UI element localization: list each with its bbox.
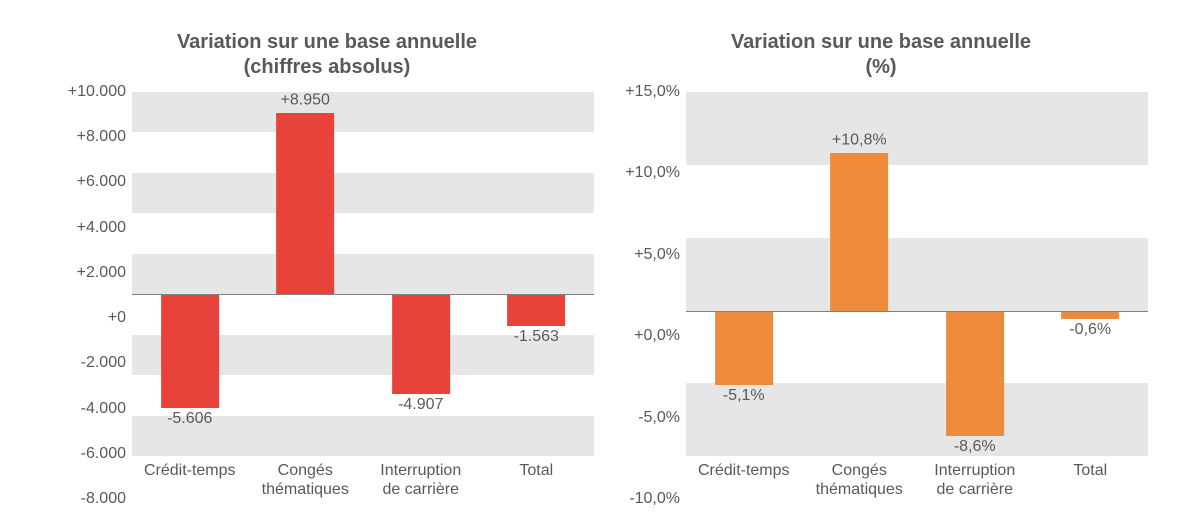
x-tick-label: Crédit-temps [132,462,248,499]
bar [507,294,565,326]
x-tick-label: Congésthématiques [248,462,364,499]
x-tick-label: Congésthématiques [802,462,918,499]
bar [392,294,450,393]
bar-value-label: +10,8% [832,132,887,150]
bar [830,153,888,310]
y-tick-label: +0 [108,309,126,327]
y-axis: +15,0%+10,0%+5,0%+0,0%-5,0%-10,0% [614,92,686,499]
y-tick-label: +8.000 [77,128,126,146]
bar [161,294,219,407]
y-tick-label: -5,0% [638,409,680,427]
chart-title: Variation sur une base annuelle (%) [614,30,1148,80]
bar [276,113,334,294]
y-tick-label: +0,0% [634,327,680,345]
bar-value-label: -5,1% [723,387,765,405]
y-tick-label: +10.000 [68,83,126,101]
x-tick-label: Total [479,462,595,499]
y-tick-label: +10,0% [625,164,680,182]
bar [715,311,773,385]
x-tick-label: Total [1033,462,1149,499]
zero-line [132,294,594,295]
bars-container: -5,1% +10,8% -8,6% -0,6% [686,92,1148,456]
chart-area: +15,0%+10,0%+5,0%+0,0%-5,0%-10,0% -5,1%+… [614,92,1148,499]
y-tick-label: -4.000 [81,400,126,418]
bar-value-label: -4.907 [398,395,443,413]
chart-title: Variation sur une base annuelle (chiffre… [60,30,594,80]
y-tick-label: -8.000 [81,490,126,508]
bars-container: -5.606 +8.950 -4.907 -1.563 [132,92,594,456]
bar-slot: -8,6% [917,92,1033,456]
bar-slot: -0,6% [1033,92,1149,456]
chart-title-line1: Variation sur une base annuelle [731,31,1031,53]
bar-slot: +10,8% [802,92,918,456]
y-tick-label: +4.000 [77,219,126,237]
zero-line [686,311,1148,312]
x-axis: Crédit-tempsCongésthématiquesInterruptio… [132,462,594,499]
y-tick-label: +6.000 [77,173,126,191]
x-tick-label: Interruptionde carrière [363,462,479,499]
chart-area: +10.000+8.000+6.000+4.000+2.000+0-2.000-… [60,92,594,499]
bar-value-label: +8.950 [281,92,330,110]
y-tick-label: +5,0% [634,246,680,264]
chart-title-line2: (%) [865,56,896,78]
chart-panel-absolus: Variation sur une base annuelle (chiffre… [60,30,594,499]
chart-panel-percent: Variation sur une base annuelle (%) +15,… [614,30,1148,499]
bar-slot: -5,1% [686,92,802,456]
x-axis: Crédit-tempsCongésthématiquesInterruptio… [686,462,1148,499]
chart-title-line1: Variation sur une base annuelle [177,31,477,53]
y-tick-label: -6.000 [81,445,126,463]
y-tick-label: -2.000 [81,354,126,372]
y-tick-label: +15,0% [625,83,680,101]
x-tick-label: Crédit-temps [686,462,802,499]
x-tick-label: Interruptionde carrière [917,462,1033,499]
bar-slot: -5.606 [132,92,248,456]
bar-slot: -4.907 [363,92,479,456]
bar [1061,311,1119,320]
bar-value-label: -5.606 [167,410,212,428]
bar-slot: -1.563 [479,92,595,456]
bar-slot: +8.950 [248,92,364,456]
bar-value-label: -8,6% [954,438,996,456]
y-tick-label: -10,0% [629,490,680,508]
plot: -5,1% +10,8% -8,6% -0,6% [686,92,1148,456]
bar-value-label: -0,6% [1069,321,1111,339]
bar [946,311,1004,436]
y-axis: +10.000+8.000+6.000+4.000+2.000+0-2.000-… [60,92,132,499]
plot: -5.606 +8.950 -4.907 -1.563 [132,92,594,456]
bar-value-label: -1.563 [514,328,559,346]
chart-title-line2: (chiffres absolus) [244,56,411,78]
y-tick-label: +2.000 [77,264,126,282]
